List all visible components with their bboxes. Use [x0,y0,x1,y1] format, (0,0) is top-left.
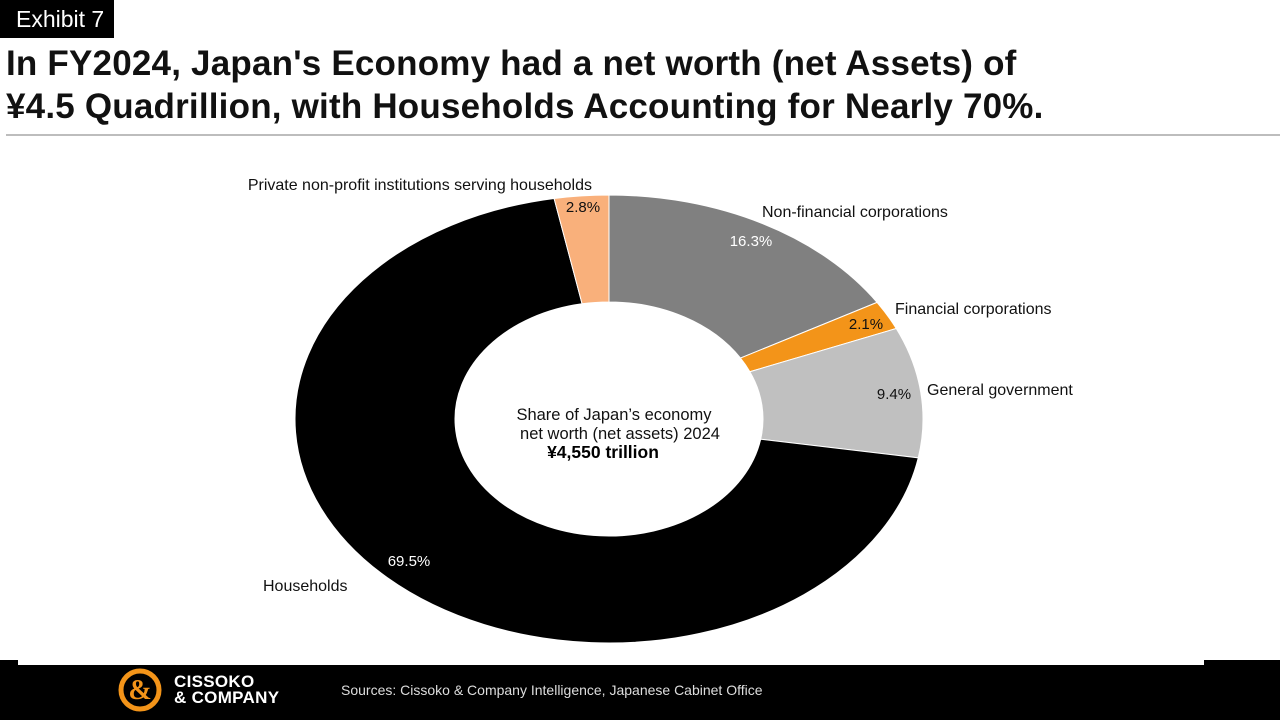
donut-slice-0 [608,194,878,359]
donut-slice-4 [553,194,610,305]
value-label-government: 9.4% [877,386,911,403]
category-label-non-financial: Non-financial corporations [762,204,948,221]
donut-chart-svg: Share of Japan’s economy net worth (net … [248,177,1074,644]
category-label-npish: Private non-profit institutions serving … [248,177,592,194]
footer-divider [18,660,1204,665]
center-value: ¥4,550 trillion [547,442,659,462]
title-line-1: In FY2024, Japan's Economy had a net wor… [6,44,1017,83]
donut-chart: Share of Japan’s economy net worth (net … [0,140,1280,660]
category-label-households: Households [263,578,348,595]
logo-line-2: & COMPANY [174,688,280,707]
exhibit-label: Exhibit 7 [0,0,115,38]
logo-wordmark: CISSOKO & COMPANY [174,672,280,707]
value-label-households: 69.5% [388,553,431,570]
category-label-government: General government [927,382,1073,399]
center-label-line-1: Share of Japan’s economy [516,406,712,424]
labels-layer: 16.3% 2.1% 9.4% 69.5% 2.8% Non-financial… [248,177,1074,595]
footer: & CISSOKO & COMPANY Sources: Cissoko & C… [0,660,1280,720]
center-label: Share of Japan’s economy net worth (net … [516,406,720,462]
category-label-financial: Financial corporations [895,301,1052,318]
center-label-line-2: net worth (net assets) 2024 [520,425,720,443]
value-label-non-financial: 16.3% [730,233,773,250]
page-title: In FY2024, Japan's Economy had a net wor… [6,42,1274,128]
company-logo: & CISSOKO & COMPANY [116,666,279,714]
title-divider [6,134,1280,136]
donut-slice-3 [294,197,919,644]
value-label-npish: 2.8% [566,199,600,216]
sources-note: Sources: Cissoko & Company Intelligence,… [341,682,763,698]
value-label-financial: 2.1% [849,316,883,333]
title-line-2: ¥4.5 Quadrillion, with Households Accoun… [6,87,1044,126]
logo-line-1: CISSOKO [174,672,255,691]
slices-layer [294,194,924,644]
svg-text:&: & [128,675,151,706]
ampersand-logo-icon: & [118,668,162,712]
